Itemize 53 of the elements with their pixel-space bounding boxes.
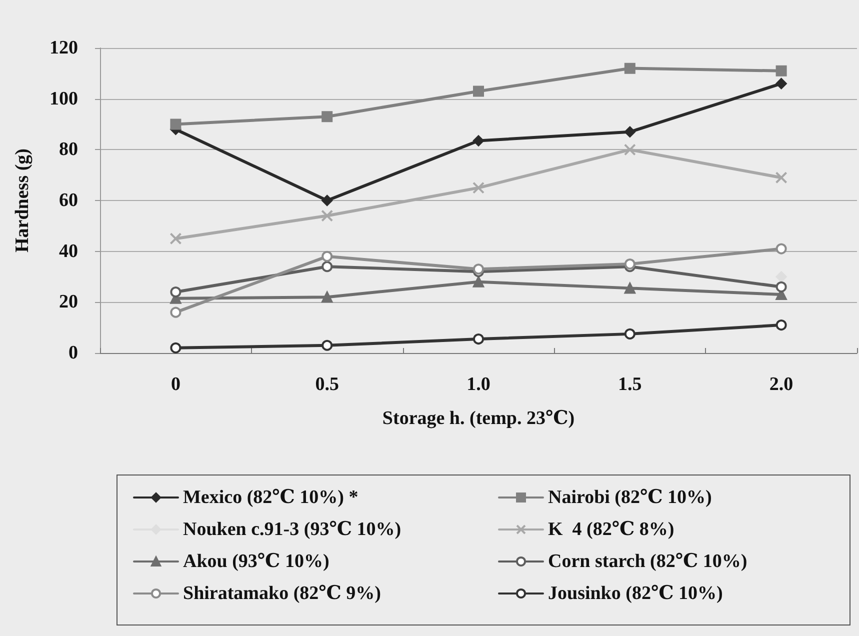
x-axis-title: Storage h. (temp. 23℃) <box>382 408 575 429</box>
point <box>170 306 182 318</box>
y-tick-label: 100 <box>50 88 78 110</box>
point <box>472 182 484 194</box>
y-tick-label: 0 <box>68 342 78 364</box>
legend-label: Jousinko (82℃ 10%) <box>548 583 723 604</box>
point <box>170 118 182 130</box>
point <box>170 342 182 354</box>
point <box>776 243 787 254</box>
legend-label: Nairobi (82℃ 10%) <box>548 487 712 508</box>
legend-label: K 4 (82℃ 8%) <box>548 519 674 540</box>
y-tick-label: 120 <box>50 38 78 58</box>
point <box>624 144 636 156</box>
y-tick-label: 80 <box>59 139 78 160</box>
point <box>473 334 484 345</box>
point <box>170 286 182 298</box>
x-tick-label: 1.5 <box>618 374 642 395</box>
y-axis-title: Hardness (g) <box>12 148 33 252</box>
point <box>624 282 636 294</box>
x-tick-label: 0.5 <box>315 374 339 395</box>
point <box>775 172 788 184</box>
point <box>322 250 333 262</box>
x-tick-label: 2.0 <box>769 374 794 395</box>
legend-label: Shiratamako (82℃ 9%) <box>183 583 381 604</box>
point <box>624 62 636 74</box>
legend-label: Mexico (82℃ 10%) * <box>183 487 358 508</box>
point <box>321 210 334 222</box>
legend-label: Corn starch (82℃ 10%) <box>548 551 748 572</box>
point <box>776 78 787 90</box>
point <box>170 232 182 245</box>
y-tick-label: 20 <box>59 292 78 313</box>
point <box>473 276 484 288</box>
point <box>776 65 787 76</box>
point <box>624 126 636 138</box>
legend-label: Nouken c.91-3 (93℃ 10%) <box>183 519 402 540</box>
point <box>473 135 484 146</box>
point <box>322 340 333 351</box>
point <box>776 320 787 331</box>
point <box>624 258 636 270</box>
x-tick-label: 0 <box>170 374 180 395</box>
y-tick-label: 60 <box>59 190 78 211</box>
point <box>776 281 787 292</box>
point <box>322 261 333 272</box>
point <box>322 111 333 122</box>
x-tick-label: 1.0 <box>466 374 490 395</box>
point <box>322 292 333 303</box>
point <box>473 86 484 97</box>
point <box>322 195 333 206</box>
point <box>473 264 484 275</box>
point <box>776 271 787 282</box>
y-tick-label: 40 <box>59 240 78 262</box>
point <box>624 328 636 340</box>
legend-label: Akou (93℃ 10%) <box>183 551 330 572</box>
